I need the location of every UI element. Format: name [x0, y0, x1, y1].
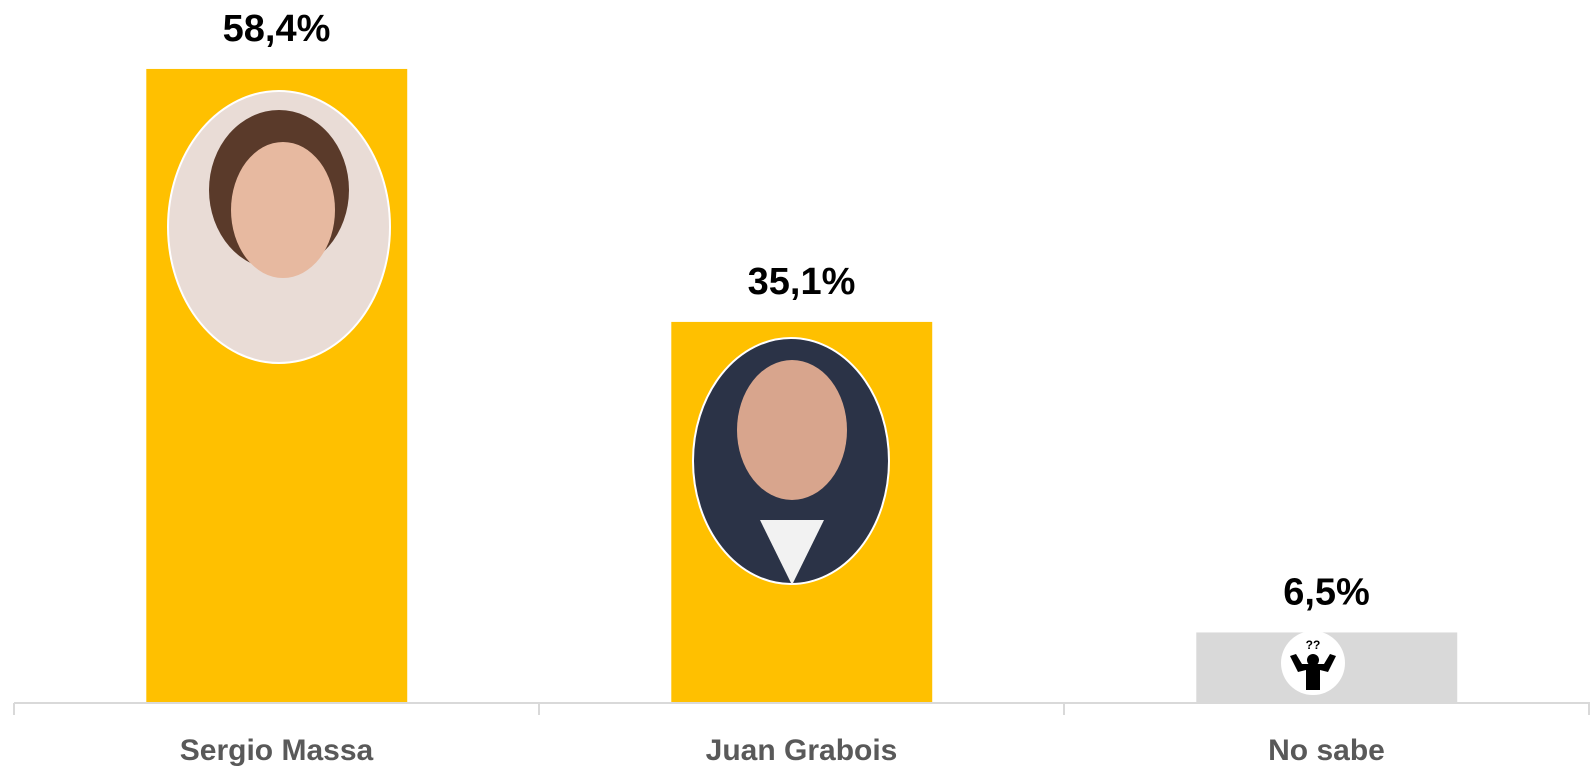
x-tick-label: Sergio Massa: [180, 734, 374, 767]
icon-body: [1290, 654, 1336, 690]
icon-mark: ??: [1306, 638, 1321, 652]
value-label: 58,4%: [223, 8, 331, 50]
portraits: ??: [167, 90, 1345, 695]
portrait-face: [231, 142, 335, 278]
portrait-face: [737, 360, 847, 500]
value-label: 6,5%: [1283, 571, 1370, 613]
x-tick-label: No sabe: [1268, 734, 1385, 767]
icon-head: [1307, 654, 1319, 666]
portrait-shirt: [760, 520, 824, 585]
value-label: 35,1%: [748, 261, 856, 303]
x-tick-label: Juan Grabois: [706, 734, 898, 767]
